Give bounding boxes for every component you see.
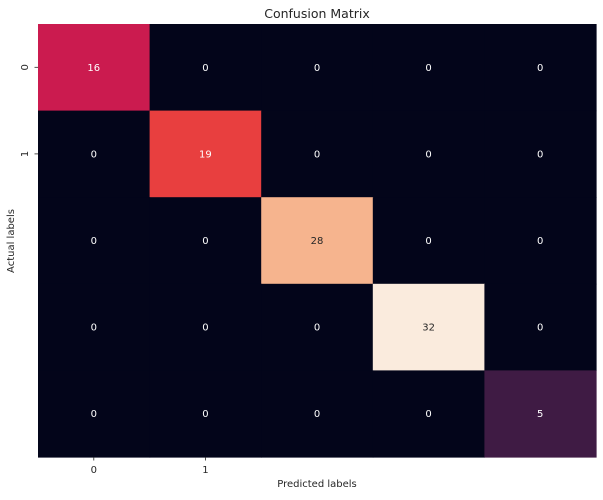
cell-value-r4-c4: 5	[537, 409, 543, 420]
heatmap-cell-r3-c0	[38, 283, 151, 371]
y-axis-ticks: 01	[20, 64, 38, 157]
cell-value-r2-c4: 0	[537, 236, 543, 247]
heatmap-cell-r4-c0	[38, 370, 151, 458]
cell-annotations: 16 0 0 0 0 0 19 0 0 0 0 0 28 0 0 0 0 0 32 0 0 0 0 0 5	[87, 63, 543, 420]
x-axis-label: Predicted labels	[277, 479, 357, 490]
cell-value-r1-c4: 0	[537, 149, 543, 160]
heatmap-cell-r1-c3	[372, 110, 485, 198]
heatmap-cell-r3-c1	[149, 283, 262, 371]
cell-value-r4-c2: 0	[314, 409, 320, 420]
heatmap-cell-r1-c4	[484, 110, 597, 198]
chart-title: Confusion Matrix	[264, 6, 370, 21]
cell-value-r2-c0: 0	[91, 236, 97, 247]
heatmap-cell-r3-c4	[484, 283, 597, 371]
cell-value-r3-c1: 0	[202, 323, 208, 334]
cell-value-r4-c3: 0	[425, 409, 431, 420]
cell-value-r1-c3: 0	[425, 149, 431, 160]
heatmap-cell-r4-c1	[149, 370, 262, 458]
heatmap-cell-r1-c0	[38, 110, 151, 198]
cell-value-r0-c2: 0	[314, 63, 320, 74]
y-tick-label-1: 1	[20, 151, 31, 157]
heatmap-cell-r3-c3	[372, 283, 485, 371]
heatmap-cell-r0-c0	[38, 24, 151, 112]
y-tick-label-0: 0	[20, 64, 31, 70]
heatmap-cell-r0-c2	[261, 24, 374, 112]
heatmap-cell-r4-c4	[484, 370, 597, 458]
heatmap-cell-r3-c2	[261, 283, 374, 371]
heatmap-cell-r2-c1	[149, 197, 262, 285]
cell-value-r0-c3: 0	[425, 63, 431, 74]
cell-value-r2-c1: 0	[202, 236, 208, 247]
heatmap-cell-r0-c1	[149, 24, 262, 112]
cell-value-r3-c4: 0	[537, 323, 543, 334]
cell-value-r0-c0: 16	[87, 63, 100, 74]
heatmap-cell-r4-c2	[261, 370, 374, 458]
heatmap-cell-r1-c2	[261, 110, 374, 198]
heatmap-cell-r2-c2	[261, 197, 374, 285]
cell-value-r2-c3: 0	[425, 236, 431, 247]
heatmap-cell-r0-c3	[372, 24, 485, 112]
cell-value-r1-c2: 0	[314, 149, 320, 160]
cell-value-r3-c2: 0	[314, 323, 320, 334]
y-axis-label: Actual labels	[6, 209, 17, 273]
cell-value-r0-c4: 0	[537, 63, 543, 74]
heatmap-cell-r2-c3	[372, 197, 485, 285]
x-tick-label-1: 1	[202, 465, 208, 476]
x-tick-label-0: 0	[91, 465, 97, 476]
heatmap-cell-r0-c4	[484, 24, 597, 112]
heatmap-cell-r1-c1	[149, 110, 262, 198]
cell-value-r3-c0: 0	[91, 323, 97, 334]
heatmap-cells	[38, 24, 597, 458]
heatmap-cell-r2-c4	[484, 197, 597, 285]
cell-value-r2-c2: 28	[311, 236, 324, 247]
cell-value-r4-c0: 0	[91, 409, 97, 420]
cell-value-r4-c1: 0	[202, 409, 208, 420]
heatmap-cell-r4-c3	[372, 370, 485, 458]
cell-value-r0-c1: 0	[202, 63, 208, 74]
cell-value-r3-c3: 32	[422, 323, 435, 334]
heatmap-cell-r2-c0	[38, 197, 151, 285]
cell-value-r1-c0: 0	[91, 149, 97, 160]
cell-value-r1-c1: 19	[199, 149, 212, 160]
